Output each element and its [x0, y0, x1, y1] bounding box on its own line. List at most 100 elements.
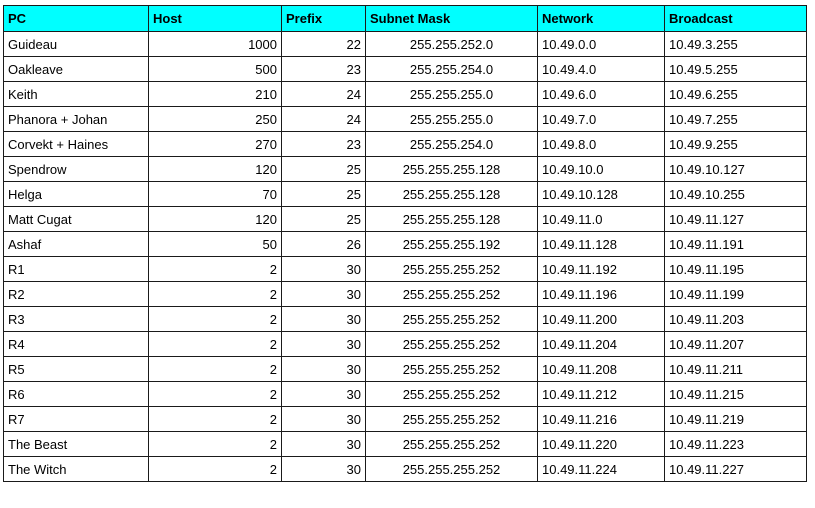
cell-network[interactable]: 10.49.0.0 — [537, 31, 665, 57]
cell-subnet-mask[interactable]: 255.255.254.0 — [365, 56, 538, 82]
cell-broadcast[interactable]: 10.49.11.215 — [664, 381, 807, 407]
cell-pc[interactable]: Corvekt + Haines — [3, 131, 149, 157]
cell-host[interactable]: 2 — [148, 456, 282, 482]
cell-prefix[interactable]: 30 — [281, 381, 366, 407]
cell-prefix[interactable]: 24 — [281, 81, 366, 107]
cell-prefix[interactable]: 25 — [281, 181, 366, 207]
header-cell-subnet-mask[interactable]: Subnet Mask — [365, 5, 538, 32]
cell-network[interactable]: 10.49.11.216 — [537, 406, 665, 432]
cell-broadcast[interactable]: 10.49.11.199 — [664, 281, 807, 307]
cell-subnet-mask[interactable]: 255.255.254.0 — [365, 131, 538, 157]
cell-pc[interactable]: Ashaf — [3, 231, 149, 257]
cell-pc[interactable]: Matt Cugat — [3, 206, 149, 232]
cell-host[interactable]: 270 — [148, 131, 282, 157]
cell-subnet-mask[interactable]: 255.255.255.252 — [365, 406, 538, 432]
cell-host[interactable]: 1000 — [148, 31, 282, 57]
cell-broadcast[interactable]: 10.49.6.255 — [664, 81, 807, 107]
cell-host[interactable]: 250 — [148, 106, 282, 132]
header-cell-host[interactable]: Host — [148, 5, 282, 32]
cell-network[interactable]: 10.49.8.0 — [537, 131, 665, 157]
cell-prefix[interactable]: 22 — [281, 31, 366, 57]
cell-prefix[interactable]: 30 — [281, 456, 366, 482]
cell-subnet-mask[interactable]: 255.255.255.0 — [365, 81, 538, 107]
cell-host[interactable]: 2 — [148, 406, 282, 432]
cell-pc[interactable]: R5 — [3, 356, 149, 382]
cell-pc[interactable]: Helga — [3, 181, 149, 207]
cell-prefix[interactable]: 24 — [281, 106, 366, 132]
cell-pc[interactable]: Keith — [3, 81, 149, 107]
cell-prefix[interactable]: 30 — [281, 431, 366, 457]
cell-prefix[interactable]: 30 — [281, 306, 366, 332]
cell-subnet-mask[interactable]: 255.255.255.252 — [365, 281, 538, 307]
cell-pc[interactable]: The Witch — [3, 456, 149, 482]
header-cell-pc[interactable]: PC — [3, 5, 149, 32]
cell-pc[interactable]: R4 — [3, 331, 149, 357]
cell-subnet-mask[interactable]: 255.255.255.252 — [365, 356, 538, 382]
cell-host[interactable]: 50 — [148, 231, 282, 257]
cell-pc[interactable]: Phanora + Johan — [3, 106, 149, 132]
cell-network[interactable]: 10.49.11.200 — [537, 306, 665, 332]
cell-prefix[interactable]: 30 — [281, 356, 366, 382]
cell-pc[interactable]: R3 — [3, 306, 149, 332]
cell-pc[interactable]: R2 — [3, 281, 149, 307]
cell-subnet-mask[interactable]: 255.255.255.252 — [365, 456, 538, 482]
cell-subnet-mask[interactable]: 255.255.255.252 — [365, 431, 538, 457]
cell-host[interactable]: 2 — [148, 331, 282, 357]
cell-host[interactable]: 500 — [148, 56, 282, 82]
cell-pc[interactable]: R1 — [3, 256, 149, 282]
cell-network[interactable]: 10.49.11.196 — [537, 281, 665, 307]
cell-broadcast[interactable]: 10.49.11.227 — [664, 456, 807, 482]
cell-network[interactable]: 10.49.4.0 — [537, 56, 665, 82]
header-cell-prefix[interactable]: Prefix — [281, 5, 366, 32]
cell-host[interactable]: 120 — [148, 206, 282, 232]
cell-network[interactable]: 10.49.7.0 — [537, 106, 665, 132]
cell-subnet-mask[interactable]: 255.255.255.128 — [365, 156, 538, 182]
cell-subnet-mask[interactable]: 255.255.255.128 — [365, 206, 538, 232]
cell-subnet-mask[interactable]: 255.255.255.128 — [365, 181, 538, 207]
cell-subnet-mask[interactable]: 255.255.255.252 — [365, 381, 538, 407]
cell-broadcast[interactable]: 10.49.3.255 — [664, 31, 807, 57]
cell-broadcast[interactable]: 10.49.11.207 — [664, 331, 807, 357]
cell-broadcast[interactable]: 10.49.11.211 — [664, 356, 807, 382]
cell-pc[interactable]: R6 — [3, 381, 149, 407]
cell-subnet-mask[interactable]: 255.255.252.0 — [365, 31, 538, 57]
cell-pc[interactable]: Guideau — [3, 31, 149, 57]
cell-network[interactable]: 10.49.11.128 — [537, 231, 665, 257]
cell-subnet-mask[interactable]: 255.255.255.192 — [365, 231, 538, 257]
cell-host[interactable]: 2 — [148, 356, 282, 382]
cell-subnet-mask[interactable]: 255.255.255.252 — [365, 256, 538, 282]
cell-broadcast[interactable]: 10.49.9.255 — [664, 131, 807, 157]
cell-network[interactable]: 10.49.11.208 — [537, 356, 665, 382]
cell-network[interactable]: 10.49.10.128 — [537, 181, 665, 207]
cell-host[interactable]: 210 — [148, 81, 282, 107]
cell-pc[interactable]: Spendrow — [3, 156, 149, 182]
cell-host[interactable]: 2 — [148, 381, 282, 407]
cell-broadcast[interactable]: 10.49.11.203 — [664, 306, 807, 332]
cell-broadcast[interactable]: 10.49.11.195 — [664, 256, 807, 282]
cell-network[interactable]: 10.49.10.0 — [537, 156, 665, 182]
header-cell-broadcast[interactable]: Broadcast — [664, 5, 807, 32]
cell-prefix[interactable]: 25 — [281, 156, 366, 182]
cell-pc[interactable]: R7 — [3, 406, 149, 432]
cell-network[interactable]: 10.49.11.212 — [537, 381, 665, 407]
cell-network[interactable]: 10.49.11.220 — [537, 431, 665, 457]
cell-broadcast[interactable]: 10.49.10.255 — [664, 181, 807, 207]
cell-network[interactable]: 10.49.11.204 — [537, 331, 665, 357]
cell-prefix[interactable]: 25 — [281, 206, 366, 232]
cell-prefix[interactable]: 23 — [281, 131, 366, 157]
cell-network[interactable]: 10.49.11.192 — [537, 256, 665, 282]
cell-prefix[interactable]: 26 — [281, 231, 366, 257]
cell-network[interactable]: 10.49.11.0 — [537, 206, 665, 232]
header-cell-network[interactable]: Network — [537, 5, 665, 32]
cell-broadcast[interactable]: 10.49.5.255 — [664, 56, 807, 82]
cell-pc[interactable]: Oakleave — [3, 56, 149, 82]
cell-prefix[interactable]: 30 — [281, 281, 366, 307]
cell-host[interactable]: 70 — [148, 181, 282, 207]
cell-prefix[interactable]: 30 — [281, 331, 366, 357]
cell-prefix[interactable]: 30 — [281, 256, 366, 282]
cell-host[interactable]: 2 — [148, 256, 282, 282]
cell-subnet-mask[interactable]: 255.255.255.252 — [365, 306, 538, 332]
cell-host[interactable]: 2 — [148, 281, 282, 307]
cell-broadcast[interactable]: 10.49.10.127 — [664, 156, 807, 182]
cell-prefix[interactable]: 30 — [281, 406, 366, 432]
